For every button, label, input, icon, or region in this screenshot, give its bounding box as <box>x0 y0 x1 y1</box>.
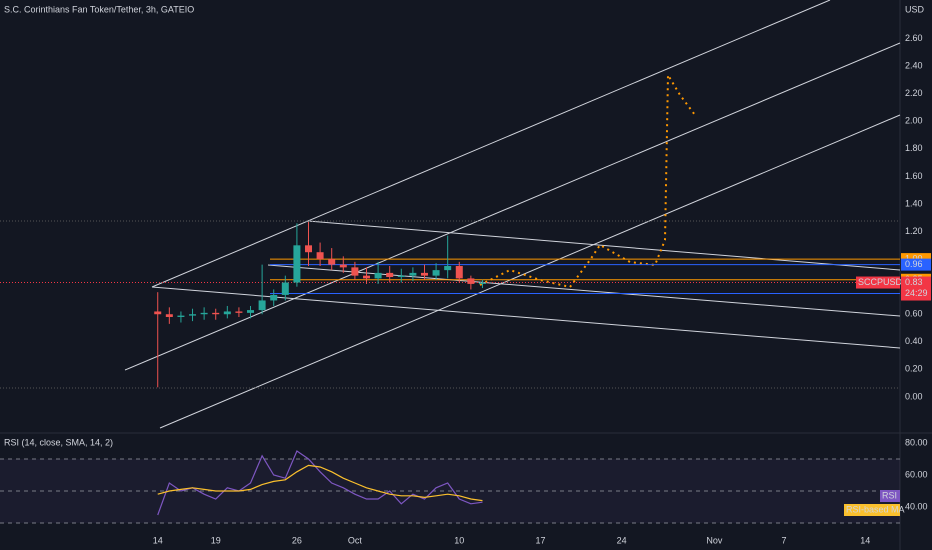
currency-label: USD <box>905 4 925 14</box>
candle-body <box>200 312 208 315</box>
drawings <box>0 0 901 429</box>
candle-body <box>154 311 162 315</box>
trend-line <box>124 42 901 371</box>
price-badge-label: 1.00 <box>905 253 923 263</box>
y-tick-label: 0.40 <box>905 336 923 346</box>
y-tick-label: 2.60 <box>905 33 923 43</box>
y-tick-label: 0.00 <box>905 391 923 401</box>
candle-body <box>305 245 313 253</box>
candle-body <box>351 267 359 276</box>
price-badge-label: 0.96 <box>905 259 923 269</box>
y-tick-label: 0.60 <box>905 309 923 319</box>
y-tick-label: 1.20 <box>905 226 923 236</box>
candle-body <box>281 282 289 295</box>
trend-line <box>307 220 901 271</box>
x-tick-label: 7 <box>782 535 787 545</box>
rsi-title: RSI (14, close, SMA, 14, 2) <box>4 437 113 447</box>
candle-body <box>478 282 486 284</box>
candle-body <box>189 314 197 316</box>
x-tick-label: 14 <box>860 535 870 545</box>
trend-line <box>159 114 901 429</box>
x-tick-label: Oct <box>348 535 363 545</box>
y-tick-label: 2.00 <box>905 116 923 126</box>
price-badge <box>901 258 931 271</box>
legend-badge <box>880 490 900 502</box>
countdown-label: 24:29 <box>905 288 928 298</box>
candle-body <box>165 314 173 317</box>
candle-body <box>397 275 405 278</box>
y-tick-label: 1.40 <box>905 198 923 208</box>
candle-body <box>258 300 266 311</box>
y-tick-label: 0.20 <box>905 364 923 374</box>
candle-body <box>247 310 255 313</box>
x-tick-label: 19 <box>211 535 221 545</box>
candle-body <box>409 272 417 276</box>
candle-body <box>455 265 463 279</box>
candle-body <box>467 278 475 284</box>
trend-line <box>151 0 831 288</box>
y-tick-label: 1.80 <box>905 143 923 153</box>
candle-body <box>235 311 243 313</box>
candle-body <box>293 245 301 283</box>
legend-label: RSI-based MA <box>846 504 905 514</box>
projection-path <box>479 71 696 289</box>
y-tick-label: 80.00 <box>905 437 928 447</box>
legend-label: RSI <box>882 490 897 500</box>
y-tick-label: 2.40 <box>905 61 923 71</box>
y-tick-label: 60.00 <box>905 469 928 479</box>
candle-body <box>362 275 370 279</box>
candle-body <box>212 312 220 315</box>
candle-body <box>420 272 428 276</box>
candle-body <box>270 294 278 301</box>
y-tick-label: 1.60 <box>905 171 923 181</box>
symbol-badge <box>856 276 900 289</box>
last-price-label: 0.83 <box>905 277 923 287</box>
candle-body <box>339 264 347 268</box>
candle-body <box>223 311 231 315</box>
rsi-line <box>157 464 483 502</box>
candle-body <box>386 272 394 278</box>
candle-body <box>328 259 336 265</box>
chart-title: S.C. Corinthians Fan Token/Tether, 3h, G… <box>4 4 194 14</box>
candle-body <box>432 270 440 276</box>
x-tick-label: Nov <box>706 535 723 545</box>
x-tick-label: 24 <box>617 535 627 545</box>
candle-body <box>374 272 382 279</box>
x-tick-label: 17 <box>535 535 545 545</box>
x-tick-label: 10 <box>454 535 464 545</box>
symbol-label: SCCPUSDT <box>858 277 908 287</box>
candle-body <box>177 315 185 317</box>
candle-body <box>316 252 324 260</box>
legend-badge <box>844 504 900 516</box>
y-tick-label: 2.20 <box>905 88 923 98</box>
candle-body <box>444 265 452 271</box>
rsi-line <box>157 450 483 516</box>
x-tick-label: 26 <box>292 535 302 545</box>
last-price-badge <box>901 276 931 301</box>
trend-line <box>267 264 901 317</box>
x-tick-label: 14 <box>153 535 163 545</box>
y-tick-label: 40.00 <box>905 501 928 511</box>
